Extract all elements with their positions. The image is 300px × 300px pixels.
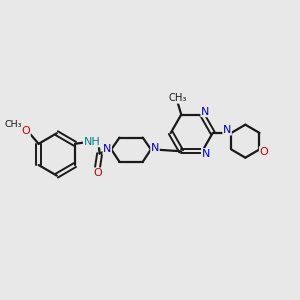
Text: O: O: [93, 168, 102, 178]
Text: N: N: [201, 106, 209, 117]
Text: O: O: [260, 147, 268, 157]
Text: N: N: [151, 142, 159, 153]
Text: O: O: [21, 126, 30, 136]
Text: N: N: [223, 125, 231, 135]
Text: N: N: [103, 144, 111, 154]
Text: NH: NH: [83, 137, 100, 147]
Text: CH₃: CH₃: [4, 120, 22, 129]
Text: N: N: [202, 148, 210, 159]
Text: CH₃: CH₃: [169, 93, 187, 103]
